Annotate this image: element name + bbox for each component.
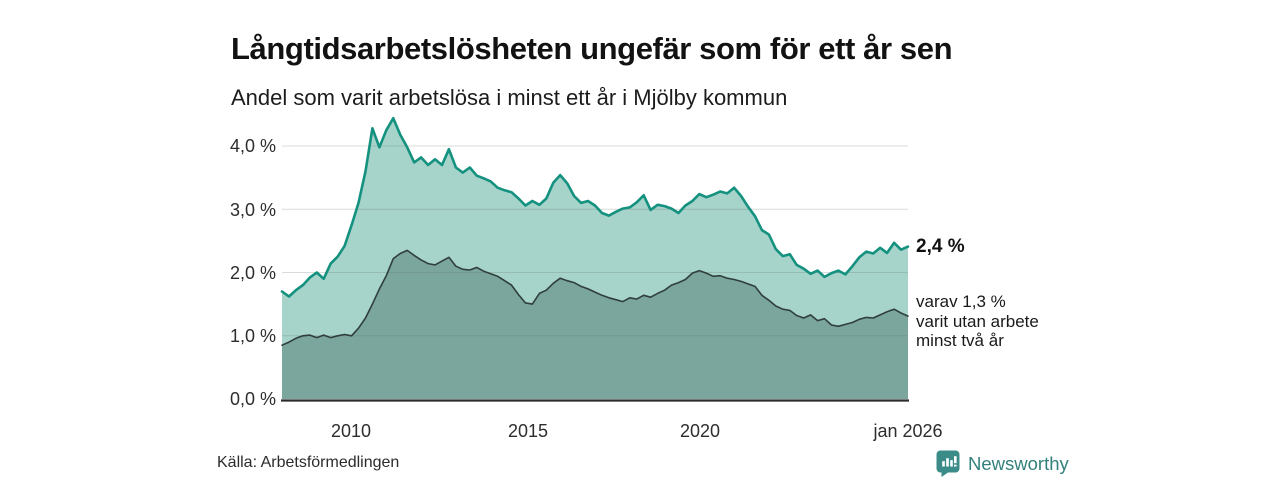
y-tick-label: 3,0 % — [229, 200, 276, 220]
series-end-label-total: 2,4 % — [916, 236, 965, 257]
x-tick-label: 2010 — [330, 421, 372, 441]
x-tick-label: jan 2026 — [873, 421, 943, 441]
y-tick-label: 2,0 % — [229, 263, 276, 283]
annotation-line: varit utan arbete — [916, 311, 1039, 331]
x-tick-label: 2020 — [679, 421, 721, 441]
chart-subtitle: Andel som varit arbetslösa i minst ett å… — [231, 85, 788, 110]
annotation-line: minst två år — [916, 331, 1004, 350]
chart-title: Långtidsarbetslösheten ungefär som för e… — [231, 30, 953, 66]
series-end-label-two-years: varav 1,3 % varit utan arbete minst två … — [916, 292, 1039, 351]
source-note: Källa: Arbetsförmedlingen — [217, 454, 400, 471]
y-tick-label: 4,0 % — [229, 136, 276, 156]
y-tick-label: 1,0 % — [229, 326, 276, 346]
newsworthy-icon — [936, 450, 960, 477]
newsworthy-wordmark: Newsworthy — [968, 452, 1069, 474]
newsworthy-logo: Newsworthy — [936, 450, 1069, 477]
y-tick-label: 0,0 % — [229, 389, 276, 409]
x-tick-label: 2015 — [507, 421, 549, 441]
annotation-line: varav 1,3 % — [916, 292, 1006, 311]
